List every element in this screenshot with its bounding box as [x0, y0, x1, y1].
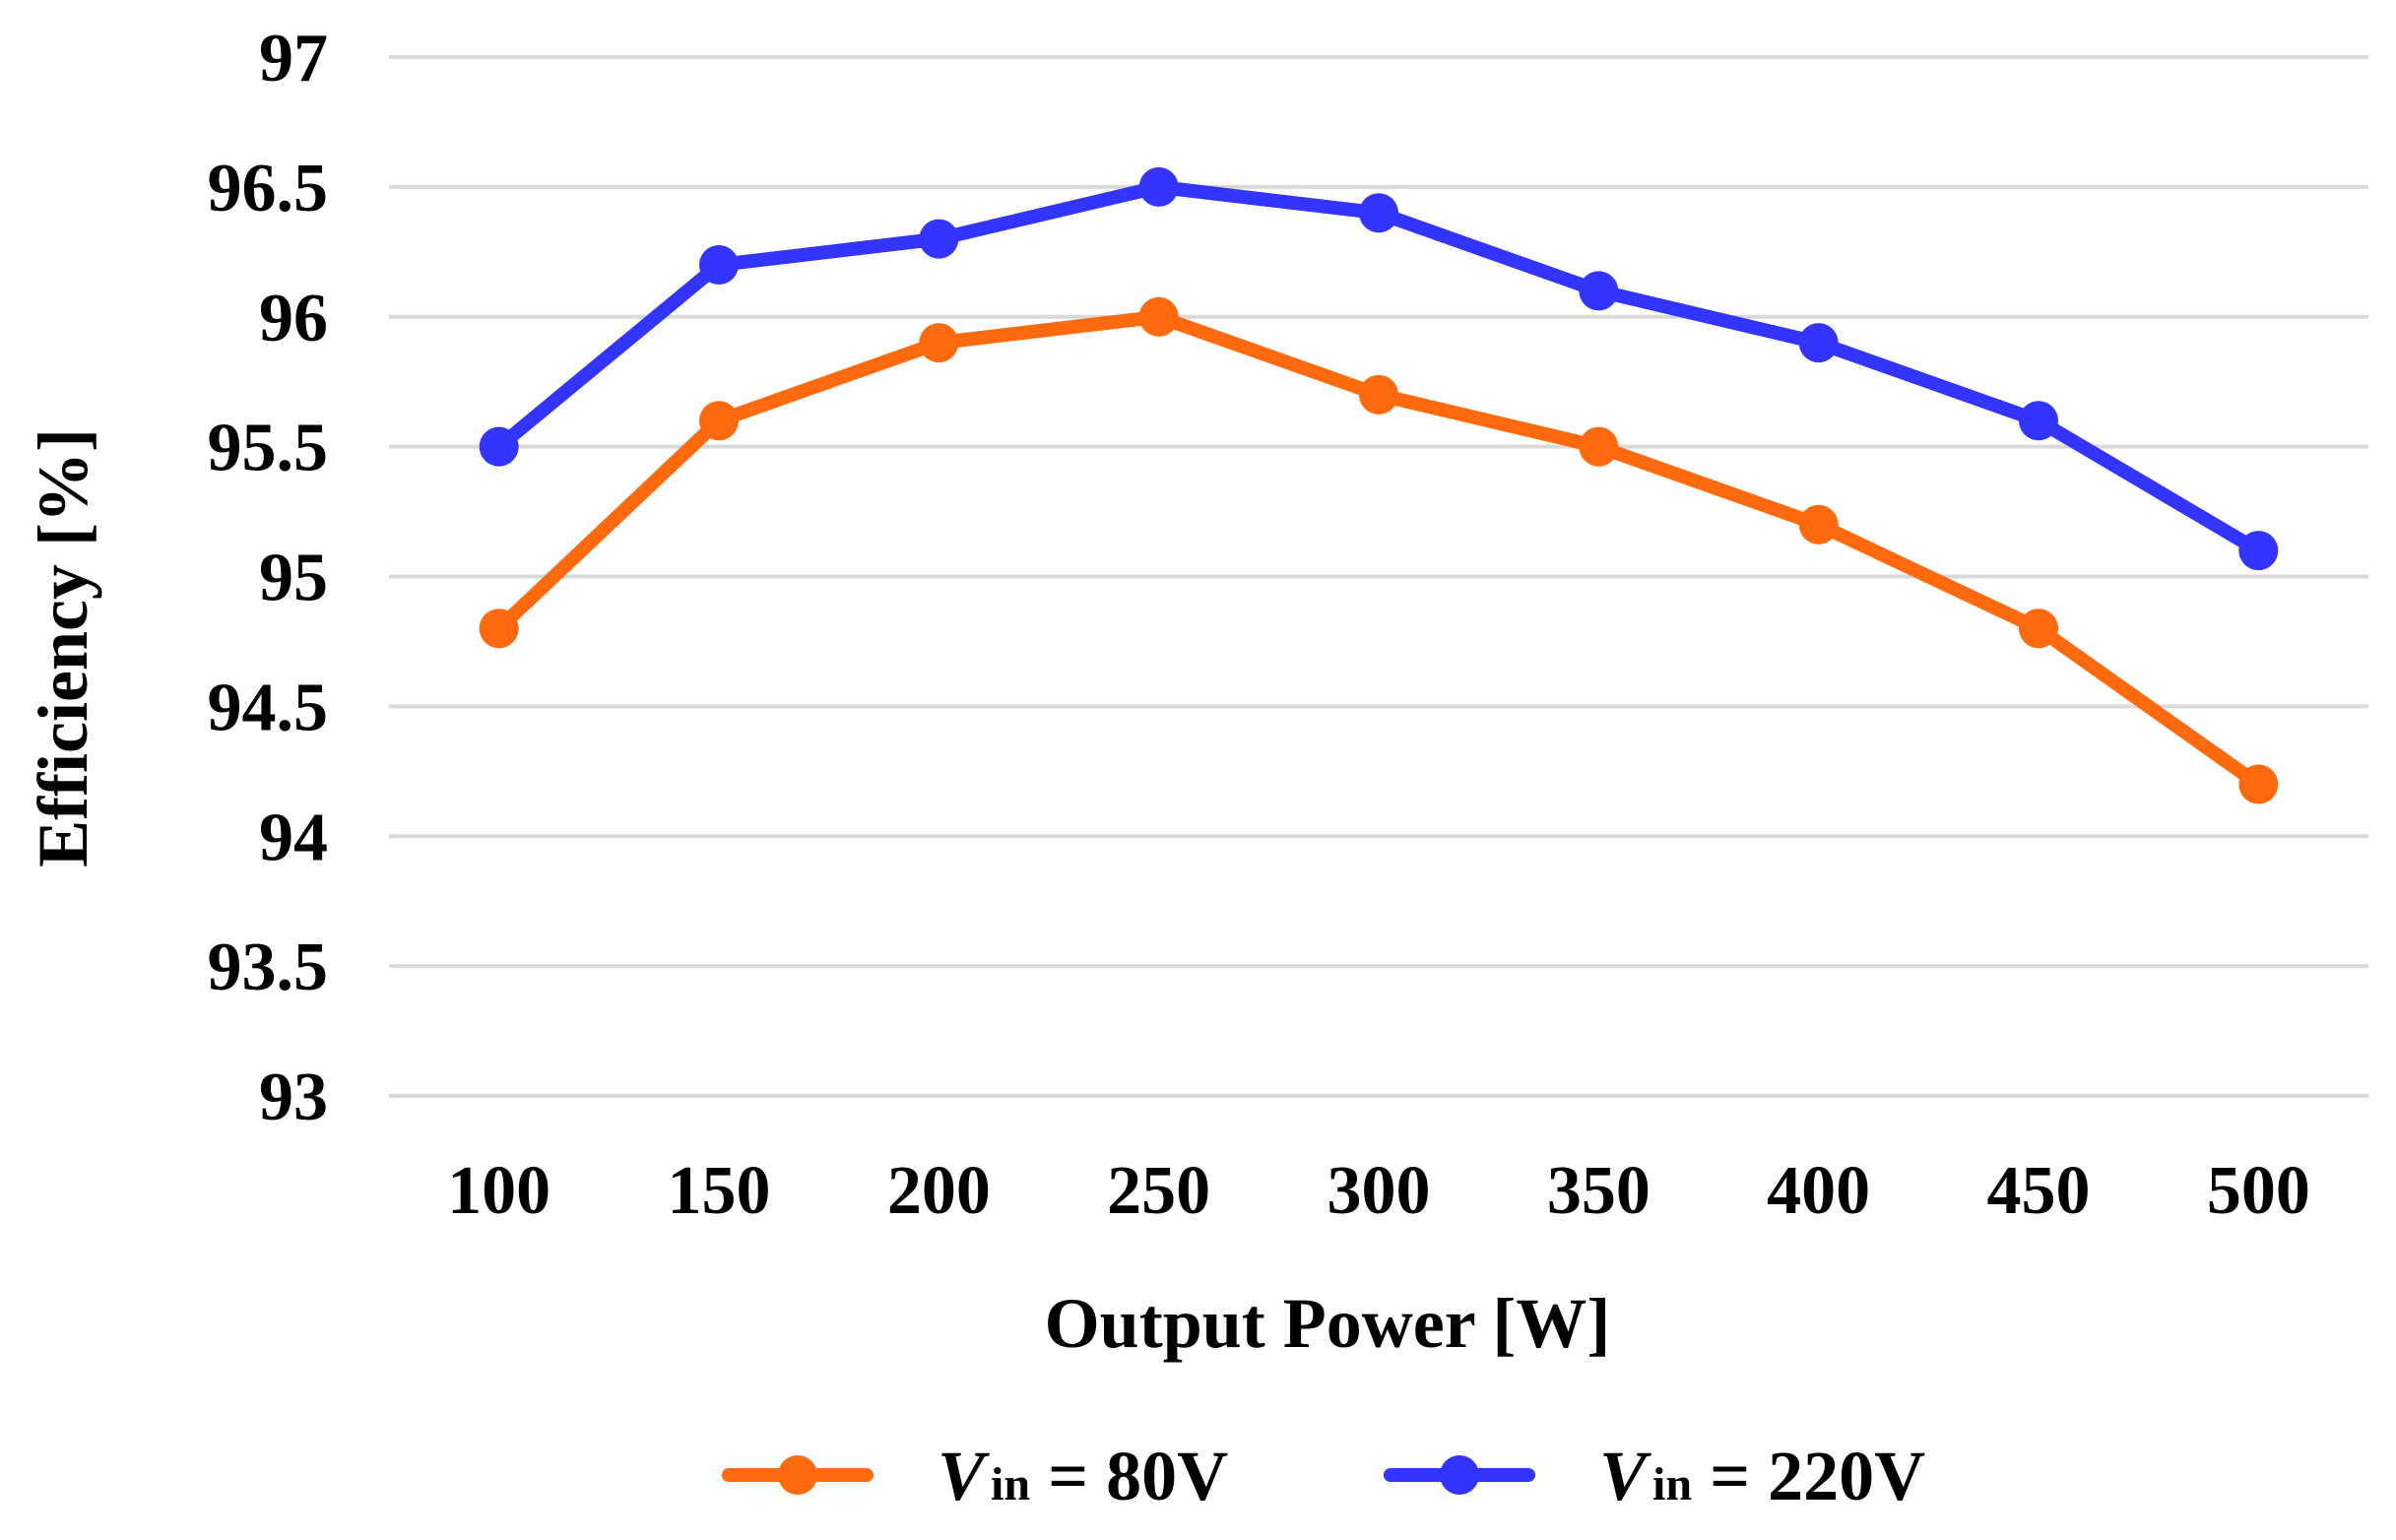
series-group [479, 166, 2279, 804]
legend-var: V [1599, 1437, 1651, 1515]
y-tick-label: 94 [259, 800, 328, 875]
series-2 [479, 166, 2279, 571]
data-point [1359, 374, 1398, 415]
data-point [2019, 401, 2058, 441]
legend-swatch-marker [1440, 1455, 1479, 1495]
x-tick-label: 450 [1987, 1153, 2091, 1229]
y-tick-label: 93.5 [208, 930, 329, 1005]
data-point [699, 245, 739, 285]
x-tick-label: 100 [447, 1153, 550, 1229]
x-axis-title: Output Power [W] [1045, 1284, 1611, 1363]
data-point [1359, 193, 1398, 233]
data-point [919, 323, 959, 363]
data-point [479, 426, 519, 467]
x-tick-label: 500 [2207, 1153, 2310, 1229]
data-point [1579, 426, 1619, 467]
data-point [2238, 764, 2279, 804]
y-tick-label: 93 [259, 1059, 328, 1135]
y-tick-label: 94.5 [208, 670, 329, 745]
y-axis-title: Efficiency [%] [24, 428, 102, 867]
legend-swatch-marker [778, 1455, 817, 1495]
data-point [1798, 504, 1839, 545]
x-tick-label: 150 [668, 1153, 771, 1229]
legend-value: = 220V [1692, 1437, 1925, 1515]
data-point [1798, 323, 1839, 363]
y-axis-ticks: 93 93.5 94 94.5 95 95.5 96 96.5 97 [208, 21, 329, 1135]
legend-var: V [938, 1437, 990, 1515]
y-tick-label: 97 [259, 21, 328, 96]
legend-subscript: in [991, 1458, 1030, 1510]
series-line [491, 179, 2266, 558]
data-point [2019, 609, 2058, 649]
data-point [2238, 531, 2279, 571]
legend-subscript: in [1652, 1458, 1692, 1510]
x-tick-label: 350 [1547, 1153, 1651, 1229]
gridlines [389, 55, 2368, 1098]
legend-value: = 80V [1030, 1437, 1228, 1515]
data-point [1579, 271, 1619, 311]
x-tick-label: 400 [1767, 1153, 1870, 1229]
series-1 [479, 296, 2279, 804]
x-axis-ticks: 100 150 200 250 300 350 400 450 500 [447, 1153, 2310, 1229]
y-tick-label: 95.5 [208, 411, 329, 486]
data-point [919, 219, 959, 259]
data-point [1138, 296, 1179, 337]
data-point [1138, 166, 1179, 207]
x-tick-label: 300 [1328, 1153, 1431, 1229]
y-tick-label: 96 [259, 281, 328, 356]
x-tick-label: 200 [887, 1153, 991, 1229]
data-point [699, 401, 739, 441]
x-tick-label: 250 [1107, 1153, 1210, 1229]
y-tick-label: 95 [259, 541, 328, 616]
y-tick-label: 96.5 [208, 151, 329, 226]
data-point [479, 609, 519, 649]
